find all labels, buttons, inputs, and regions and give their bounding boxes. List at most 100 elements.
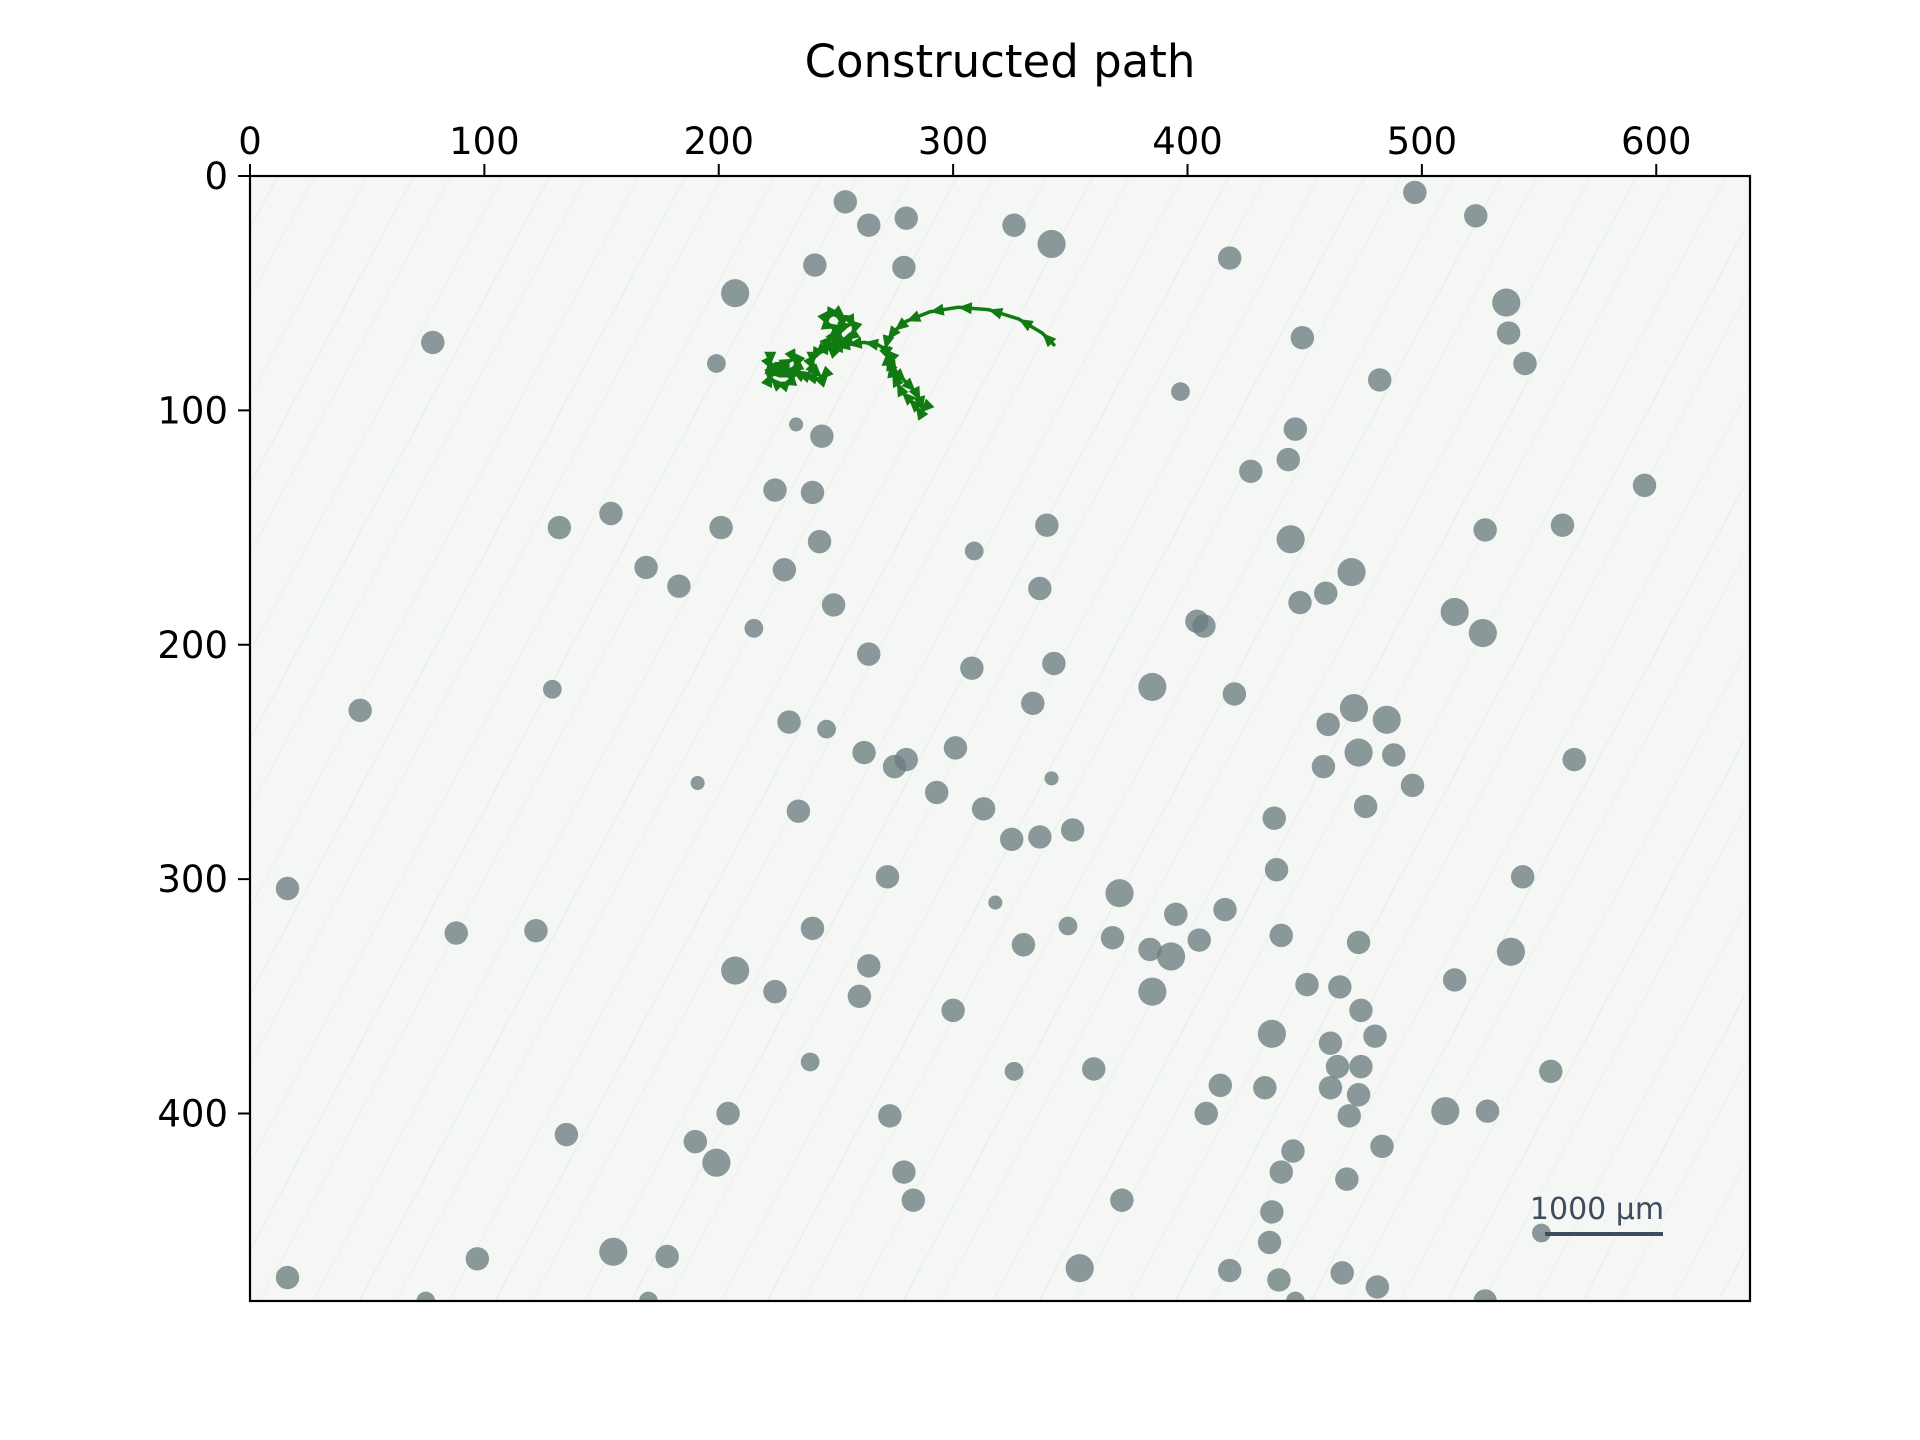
cell-blob (599, 1237, 628, 1266)
cell-blob (1187, 928, 1211, 952)
cell-blob (1004, 1061, 1024, 1081)
cell-blob (1239, 459, 1263, 484)
cell-blob (1372, 705, 1401, 734)
cell-blob (1473, 1289, 1497, 1301)
cell-blob (988, 895, 1003, 910)
cell-blob (1257, 1230, 1282, 1255)
path-arrowhead (771, 362, 787, 375)
cell-blob (1157, 942, 1186, 971)
cell-blob (800, 1052, 820, 1072)
cell-blob (1285, 1291, 1305, 1301)
cell-blob (348, 698, 372, 723)
cell-blob (1346, 930, 1371, 955)
x-tick-label: 600 (1621, 120, 1692, 163)
cell-blob (821, 593, 846, 617)
cell-blob (971, 797, 996, 821)
cell-blob (1283, 417, 1308, 441)
cell-blob (857, 954, 881, 978)
cell-blob (709, 515, 733, 540)
cell-blob (1370, 1134, 1394, 1159)
y-tick-label: 200 (157, 624, 228, 667)
path-arrowhead (908, 385, 921, 401)
cell-blob (882, 754, 907, 779)
cell-blob (1208, 1073, 1233, 1098)
cell-blob (599, 501, 623, 526)
cell-blob (763, 478, 787, 502)
path-arrowhead (920, 398, 935, 413)
cell-blob (465, 1247, 490, 1271)
path-arrowhead (896, 382, 909, 398)
cell-blob (807, 529, 832, 554)
plot-frame (248, 174, 1752, 1303)
cell-blob (275, 1265, 300, 1290)
path-arrowhead (864, 338, 879, 351)
cell-blob (1276, 525, 1305, 554)
cell-blob (1281, 1139, 1305, 1163)
path-arrowhead (1042, 333, 1057, 348)
cell-blob (1290, 326, 1315, 350)
cell-blob (875, 865, 900, 889)
cell-blob (639, 1291, 658, 1301)
cell-blob (1513, 351, 1537, 376)
path-arrowhead (894, 317, 910, 331)
x-axis: 0 100 200 300 400 500 600 (238, 120, 1692, 176)
cell-blob (833, 190, 858, 214)
cell-blob (1496, 937, 1525, 966)
cell-blob (1264, 858, 1289, 882)
cell-blob (1403, 180, 1427, 205)
cell-blob (1311, 754, 1336, 779)
path-arrowhead (901, 377, 916, 392)
cell-blob (800, 916, 825, 941)
cell-blob (1021, 691, 1045, 716)
cell-blob (803, 253, 827, 277)
cell-blob (416, 1291, 436, 1301)
path-arrowhead (901, 391, 916, 406)
cell-blob (817, 719, 836, 739)
cell-blob (777, 710, 801, 734)
cell-blob (1011, 933, 1036, 957)
cell-blob (1468, 618, 1497, 648)
path-arrowhead (906, 310, 922, 322)
cell-blob (1365, 1275, 1390, 1299)
cell-blob (721, 279, 750, 308)
cell-blob (1164, 902, 1188, 926)
cell-blob (1318, 1076, 1343, 1100)
path-arrowhead (892, 372, 904, 389)
path-arrowhead (929, 303, 945, 316)
cell-blob (901, 1188, 925, 1212)
cell-blob (1492, 288, 1521, 317)
cell-blob (1105, 879, 1134, 908)
cell-blob (275, 876, 300, 901)
cell-blob (1400, 773, 1425, 798)
x-tick-label: 200 (683, 120, 754, 163)
cell-blob (1060, 818, 1085, 842)
cell-blob (1192, 614, 1216, 638)
cell-blob (763, 979, 787, 1004)
x-tick-label: 400 (1152, 120, 1223, 163)
cell-blob (716, 1101, 740, 1126)
cell-blob (1035, 513, 1059, 537)
cell-blob (1260, 1200, 1284, 1224)
cell-blob (721, 956, 750, 985)
cell-blob (925, 780, 949, 805)
cell-blob (744, 618, 764, 638)
cell-blob (1171, 382, 1190, 401)
path-arrowhead (770, 377, 785, 392)
cell-blob (1353, 794, 1378, 819)
cell-blob (634, 555, 658, 580)
cell-blob (1363, 1024, 1387, 1048)
path-arrowhead (819, 365, 834, 380)
cell-blob (1339, 693, 1368, 723)
cell-blob (1000, 827, 1024, 851)
path-arrowhead (826, 306, 839, 322)
path-arrowhead (887, 325, 901, 341)
cell-blob (1316, 712, 1340, 737)
cell-blob (1349, 1054, 1373, 1079)
cell-blob (1276, 447, 1300, 472)
path-arrowhead (915, 405, 929, 421)
cell-blob (1194, 1101, 1218, 1126)
cell-blob (1028, 825, 1052, 849)
path-arrowhead (988, 308, 1004, 320)
cell-blob (878, 1104, 902, 1128)
